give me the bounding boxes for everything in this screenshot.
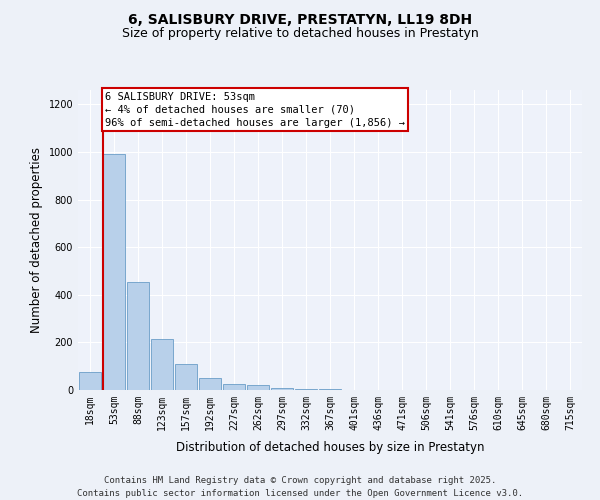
Text: Contains HM Land Registry data © Crown copyright and database right 2025.
Contai: Contains HM Land Registry data © Crown c…: [77, 476, 523, 498]
Text: 6 SALISBURY DRIVE: 53sqm
← 4% of detached houses are smaller (70)
96% of semi-de: 6 SALISBURY DRIVE: 53sqm ← 4% of detache…: [105, 92, 405, 128]
Bar: [223, 384, 245, 390]
Bar: [175, 364, 197, 390]
Bar: [151, 339, 173, 390]
Bar: [271, 388, 293, 390]
Bar: [295, 389, 317, 390]
Bar: [247, 385, 269, 390]
Y-axis label: Number of detached properties: Number of detached properties: [30, 147, 43, 333]
Text: Size of property relative to detached houses in Prestatyn: Size of property relative to detached ho…: [122, 28, 478, 40]
Bar: [79, 372, 101, 390]
Text: 6, SALISBURY DRIVE, PRESTATYN, LL19 8DH: 6, SALISBURY DRIVE, PRESTATYN, LL19 8DH: [128, 12, 472, 26]
X-axis label: Distribution of detached houses by size in Prestatyn: Distribution of detached houses by size …: [176, 441, 484, 454]
Bar: [103, 154, 125, 390]
Bar: [199, 378, 221, 390]
Bar: [127, 282, 149, 390]
